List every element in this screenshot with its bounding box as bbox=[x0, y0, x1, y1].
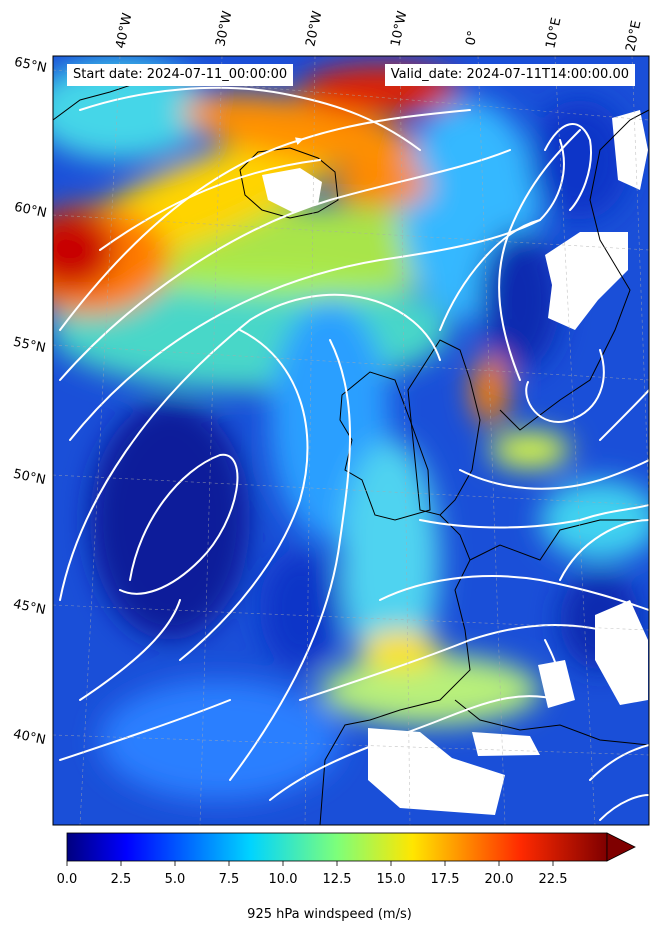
map-frame bbox=[52, 55, 650, 826]
colorbar-extend-arrow bbox=[606, 832, 636, 862]
colorbar-gradient bbox=[66, 832, 608, 862]
colorbar bbox=[66, 832, 636, 866]
colorbar-tick-label: 7.5 bbox=[218, 872, 240, 887]
colorbar-tick-label: 17.5 bbox=[430, 872, 460, 887]
colorbar-tick-label: 20.0 bbox=[484, 872, 514, 887]
colorbar-tick-label: 22.5 bbox=[538, 872, 568, 887]
colorbar-tick-label: 15.0 bbox=[376, 872, 406, 887]
windspeed-field bbox=[53, 56, 649, 825]
graticule bbox=[53, 56, 649, 825]
coastlines bbox=[53, 69, 649, 825]
valid-date-label: Valid_date: 2024-07-11T14:00:00.00 bbox=[384, 64, 635, 86]
colorbar-tick-label: 12.5 bbox=[322, 872, 352, 887]
colorbar-tick-label: 5.0 bbox=[164, 872, 186, 887]
streamlines bbox=[59, 86, 649, 821]
colorbar-tick-label: 2.5 bbox=[110, 872, 132, 887]
start-date-label: Start date: 2024-07-11_00:00:00 bbox=[67, 64, 294, 86]
lon-label-0: 0° bbox=[463, 29, 482, 47]
colorbar-tick-label: 10.0 bbox=[268, 872, 298, 887]
missing-data-areas bbox=[262, 110, 648, 815]
colorbar-tick-label: 0.0 bbox=[56, 872, 78, 887]
colorbar-title: 925 hPa windspeed (m/s) bbox=[247, 907, 412, 922]
